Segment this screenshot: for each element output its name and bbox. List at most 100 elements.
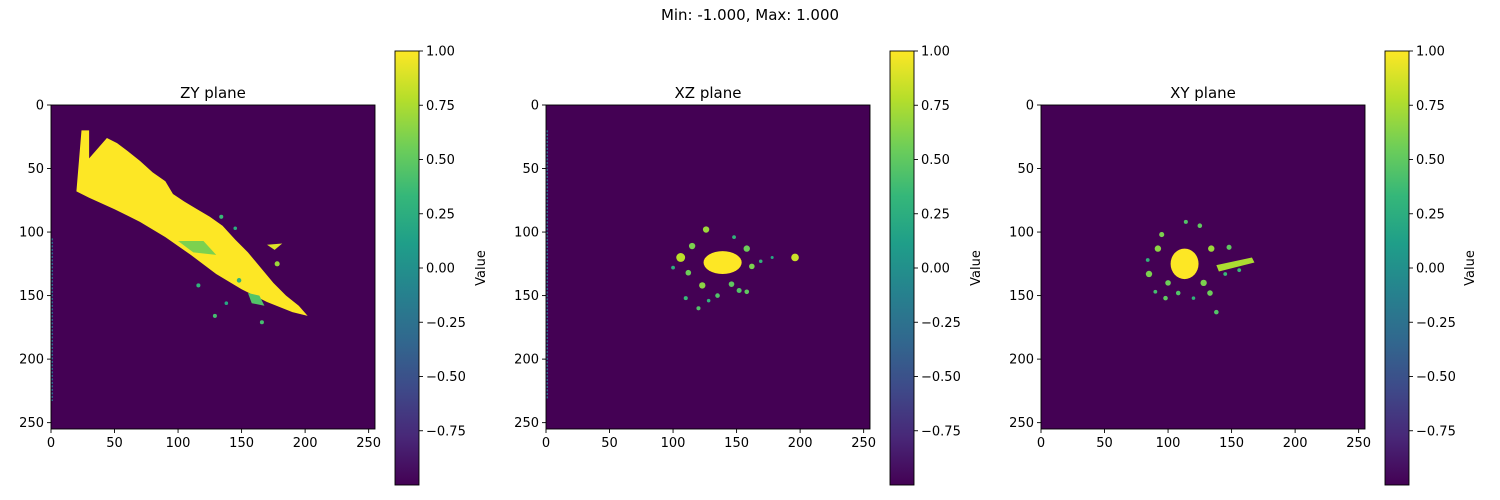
heatmap-speck [736, 287, 742, 294]
x-tick-label: 150 [724, 436, 749, 451]
y-tick-label: 0 [36, 99, 44, 114]
heatmap-speck [1145, 270, 1153, 278]
heatmap-speck [233, 226, 238, 231]
x-tick-label: 0 [542, 436, 550, 451]
x-tick-label: 100 [166, 436, 191, 451]
heatmap-speck [1223, 272, 1228, 276]
x-tick-label: 250 [1346, 436, 1371, 451]
heatmap-region [178, 240, 217, 255]
x-tick-label: 200 [1283, 436, 1308, 451]
heatmap-speck [1214, 309, 1219, 315]
axes-title: XY plane [1170, 84, 1236, 102]
heatmap-image [1145, 219, 1255, 315]
heatmap-speck [749, 263, 755, 270]
x-tick-label: 250 [356, 436, 381, 451]
axes-title: XZ plane [675, 84, 742, 102]
colorbar-tick-label: −0.50 [921, 370, 961, 385]
heatmap-image [51, 130, 308, 402]
y-tick-label: 200 [19, 353, 44, 368]
x-tick-label: 0 [47, 436, 55, 451]
heatmap-speck [259, 320, 264, 325]
heatmap-speck [743, 245, 750, 252]
colorbar-tick-label: 0.50 [1416, 153, 1445, 168]
axes-frame [50, 104, 376, 430]
y-tick-label: 200 [514, 353, 539, 368]
heatmap-speck [758, 259, 763, 264]
heatmap-blob [1170, 248, 1199, 280]
colorbar [1385, 51, 1409, 485]
x-tick-label: 150 [229, 436, 254, 451]
colorbar [890, 51, 914, 485]
y-tick-label: 50 [1017, 162, 1034, 177]
colorbar-tick-label: −0.25 [921, 316, 961, 331]
heatmap-speck [706, 298, 711, 303]
x-tick-label: 100 [1156, 436, 1181, 451]
colorbar-tick-label: −0.75 [921, 424, 961, 439]
heatmap-region [76, 130, 308, 316]
y-tick-label: 100 [514, 226, 539, 241]
axes-title: ZY plane [180, 84, 246, 102]
heatmap-blob [703, 251, 742, 274]
heatmap-speck [1208, 245, 1215, 252]
heatmap-speck [676, 253, 686, 262]
heatmap-speck [219, 214, 224, 219]
colorbar-tick-label: −0.50 [1416, 370, 1456, 385]
heatmap-region [247, 293, 265, 306]
colorbar-tick-label: 0.25 [426, 207, 455, 222]
heatmap-speck [1197, 223, 1203, 228]
y-tick-label: 150 [514, 289, 539, 304]
heatmap-speck [728, 281, 735, 287]
colorbar-tick-label: 0.25 [1416, 207, 1445, 222]
x-tick-label: 50 [601, 436, 618, 451]
colorbar-tick-label: 0.25 [921, 207, 950, 222]
colorbar-tick-label: 0.75 [921, 99, 950, 114]
y-tick-label: 150 [1009, 289, 1034, 304]
colorbar-tick-label: 0.75 [426, 99, 455, 114]
heatmap-speck [791, 253, 799, 262]
heatmap-speck [1226, 244, 1232, 250]
y-tick-label: 250 [19, 416, 44, 431]
colorbar-tick-label: 0.00 [1416, 262, 1445, 277]
heatmap-speck [699, 282, 706, 289]
x-tick-label: 0 [1037, 436, 1045, 451]
heatmap-speck [770, 255, 774, 259]
heatmap-speck [688, 242, 696, 250]
colorbar-tick-label: −0.75 [1416, 424, 1456, 439]
heatmap-speck [732, 235, 736, 240]
figure-suptitle: Min: -1.000, Max: 1.000 [660, 6, 840, 24]
heatmap-speck [685, 269, 692, 276]
y-tick-label: 100 [19, 226, 44, 241]
colorbar-tick-label: −0.75 [426, 424, 466, 439]
heatmap-speck [1237, 268, 1242, 273]
y-tick-label: 250 [1009, 416, 1034, 431]
heatmap-region [1216, 257, 1255, 272]
heatmap-speck [715, 293, 720, 298]
heatmap-speck [196, 283, 201, 288]
x-tick-label: 200 [293, 436, 318, 451]
heatmap-speck [1200, 279, 1207, 287]
colorbar-tick-label: 0.50 [426, 153, 455, 168]
heatmap-speck [702, 226, 710, 233]
heatmap-speck [1207, 290, 1213, 296]
x-tick-label: 100 [661, 436, 686, 451]
heatmap-speck [1165, 280, 1171, 286]
colorbar [395, 51, 419, 485]
colorbar-tick-label: −0.25 [426, 316, 466, 331]
axes-frame [1040, 104, 1366, 430]
x-tick-label: 250 [851, 436, 876, 451]
colorbar-tick-label: 1.00 [1416, 45, 1445, 60]
y-tick-label: 200 [1009, 353, 1034, 368]
heatmap-speck [1154, 245, 1162, 252]
heatmap-speck [1159, 232, 1165, 238]
colorbar-tick-label: −0.50 [426, 370, 466, 385]
colorbar-label: Value [969, 250, 984, 286]
y-tick-label: 50 [522, 162, 539, 177]
heatmap-speck [236, 278, 242, 283]
colorbar-tick-label: 0.00 [426, 262, 455, 277]
axes-frame [545, 104, 871, 430]
colorbar-label: Value [474, 250, 489, 286]
y-tick-label: 50 [27, 162, 44, 177]
